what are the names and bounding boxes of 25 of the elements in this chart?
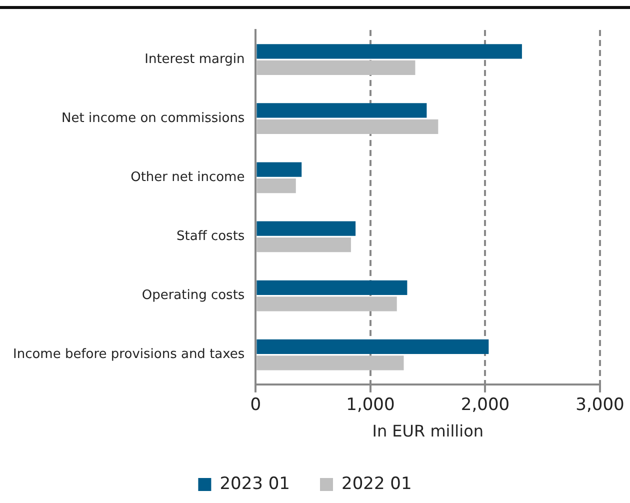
bar [256,238,351,252]
x-tick-label: 3,000 [576,395,624,416]
y-tick-label: Other net income [130,170,245,186]
bar [256,296,397,312]
x-tick-label: 2,000 [460,395,510,416]
bar [256,44,522,59]
y-tick-label: Interest margin [144,52,245,67]
bar [256,103,427,118]
x-tick-label: 0 [250,395,262,416]
y-tick-label: Staff costs [176,229,245,244]
bar [256,119,438,134]
y-tick-label: Income before provisions and taxes [12,347,245,362]
legend-label: 2023 01 [220,474,290,494]
x-tick-label: 1,000 [346,395,395,416]
y-tick-label: Net income on commissions [62,110,245,126]
bar [256,221,356,236]
x-axis-title: In EUR million [372,422,484,441]
legend-label: 2022 01 [342,474,412,494]
bar [256,178,296,194]
bar [256,162,302,177]
bar [256,339,489,354]
bar [256,280,408,295]
bar [256,60,416,75]
y-tick-label: Operating costs [142,288,245,304]
bar [256,356,404,370]
